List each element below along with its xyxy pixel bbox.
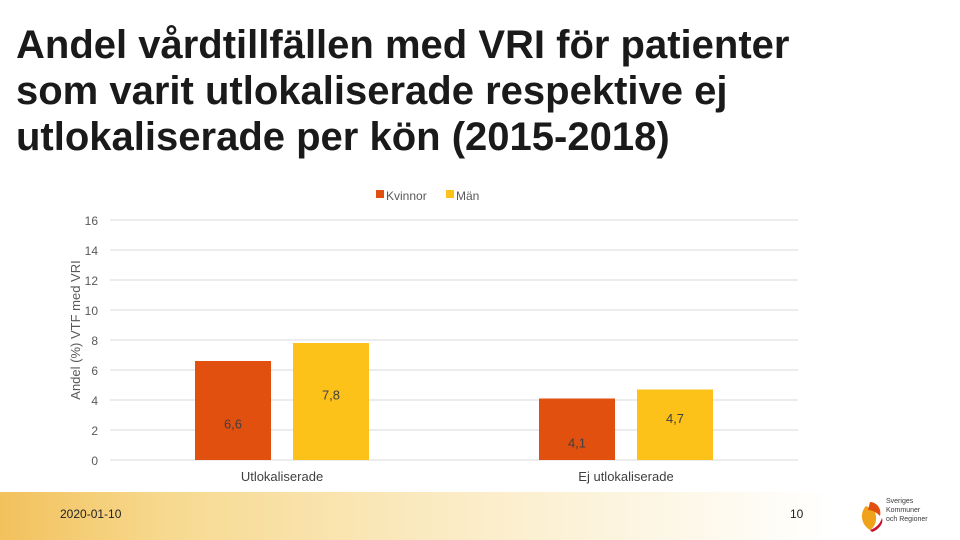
slide-title: Andel vårdtillfällen med VRI för patient… xyxy=(16,23,790,159)
data-label: 4,1 xyxy=(568,435,586,450)
legend-swatch-man xyxy=(446,190,454,198)
footer-bar xyxy=(0,492,830,540)
footer-date: 2020-01-10 xyxy=(60,507,122,521)
bar-kvinnor xyxy=(539,398,615,460)
y-tick-label: 16 xyxy=(85,214,99,228)
y-tick-label: 6 xyxy=(91,364,98,378)
data-labels: 6,6 7,8 4,1 4,7 xyxy=(224,388,684,451)
legend-label: Män xyxy=(456,189,479,203)
y-axis-label: Andel (%) VTF med VRI xyxy=(68,260,83,399)
bar-man xyxy=(293,343,369,460)
legend-label: Kvinnor xyxy=(386,189,427,203)
x-category-label: Utlokaliserade xyxy=(241,469,323,484)
data-label: 7,8 xyxy=(322,388,340,403)
y-tick-label: 12 xyxy=(85,274,99,288)
y-tick-label: 4 xyxy=(91,394,98,408)
y-tick-label: 14 xyxy=(85,244,99,258)
bar-man xyxy=(637,389,713,460)
y-tick-label: 2 xyxy=(91,424,98,438)
y-axis-ticks: 0 2 4 6 8 10 12 14 16 xyxy=(85,214,99,468)
x-category-label: Ej utlokaliserade xyxy=(578,469,673,484)
logo-text: Sveriges Kommuner och Regioner xyxy=(886,498,928,523)
y-tick-label: 10 xyxy=(85,304,99,318)
bar-kvinnor xyxy=(195,361,271,460)
bar-chart: 0 2 4 6 8 10 12 14 16 Andel (%) VTF med VRI Kvin… xyxy=(68,189,798,484)
y-tick-label: 0 xyxy=(91,454,98,468)
data-label: 4,7 xyxy=(666,411,684,426)
legend: Kvinnor Män xyxy=(376,189,479,203)
skr-logo-icon xyxy=(861,502,883,532)
x-axis-categories: Utlokaliserade Ej utlokaliserade xyxy=(241,469,674,484)
page-number: 10 xyxy=(790,507,804,521)
y-tick-label: 8 xyxy=(91,334,98,348)
bars xyxy=(195,343,713,460)
legend-swatch-kvinnor xyxy=(376,190,384,198)
data-label: 6,6 xyxy=(224,417,242,432)
